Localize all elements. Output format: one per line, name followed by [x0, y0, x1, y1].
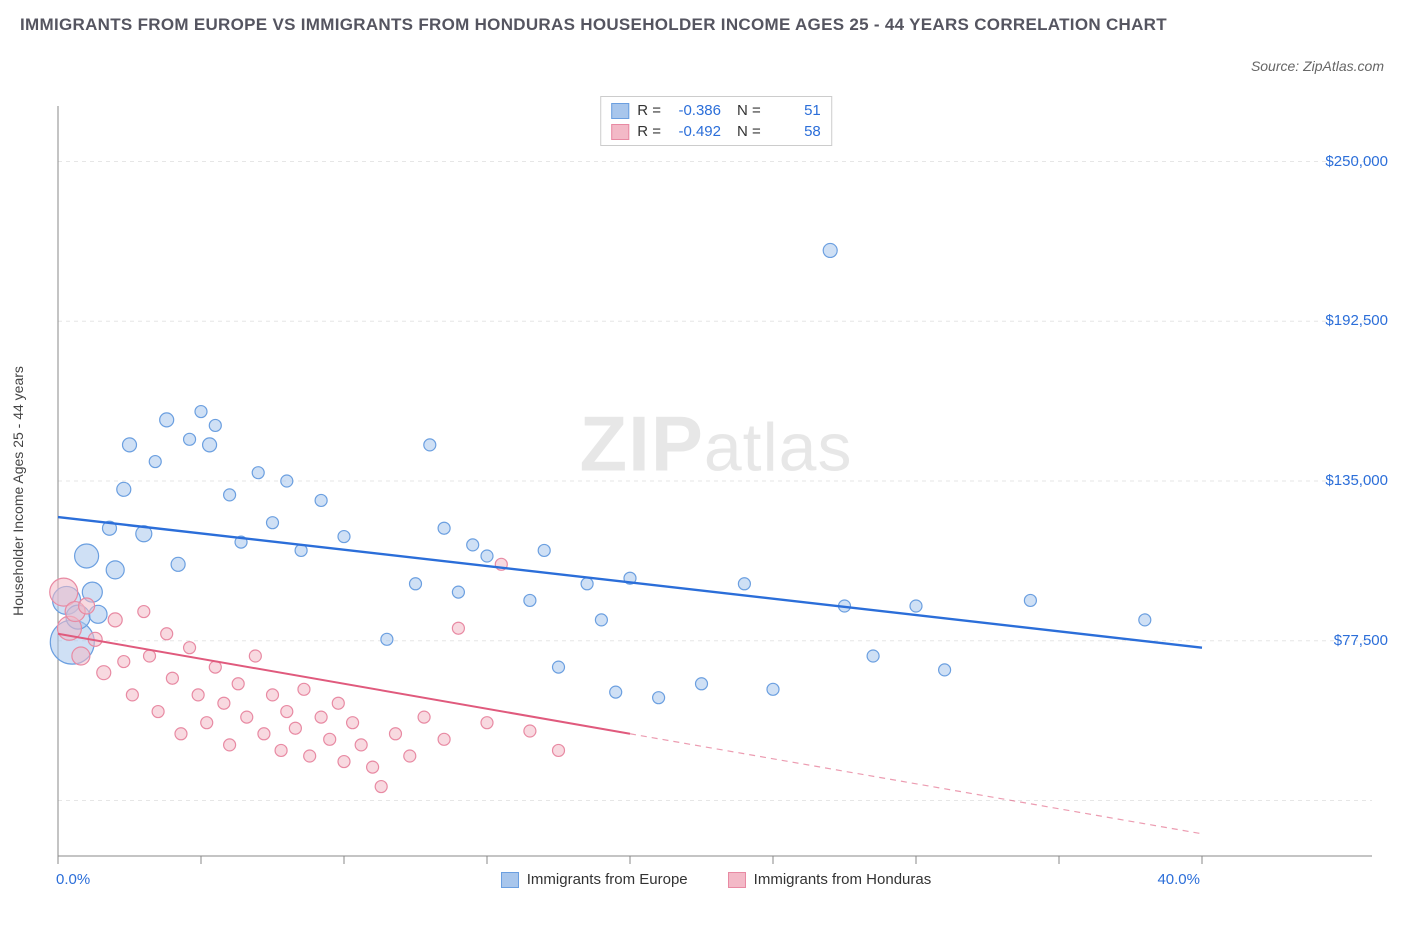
x-tick-max: 40.0% [1157, 871, 1200, 888]
r-value-honduras: -0.492 [673, 121, 721, 142]
legend-swatch-icon [501, 872, 519, 888]
legend-item-honduras: Immigrants from Honduras [728, 871, 932, 888]
y-tick-label: $135,000 [1325, 472, 1388, 489]
y-tick-label: $77,500 [1334, 632, 1388, 649]
n-value-europe: 51 [773, 100, 821, 121]
y-tick-label: $250,000 [1325, 153, 1388, 170]
legend-swatch-icon [728, 872, 746, 888]
plot-area: Householder Income Ages 25 - 44 years ZI… [46, 96, 1386, 886]
correlation-legend: R = -0.386 N = 51 R = -0.492 N = 58 [600, 96, 832, 146]
legend-label: Immigrants from Europe [527, 871, 688, 888]
r-value-europe: -0.386 [673, 100, 721, 121]
legend-label: Immigrants from Honduras [754, 871, 932, 888]
legend-swatch-europe [611, 103, 629, 119]
legend-item-europe: Immigrants from Europe [501, 871, 688, 888]
source-attribution: Source: ZipAtlas.com [1251, 58, 1384, 74]
y-axis-label: Householder Income Ages 25 - 44 years [10, 366, 26, 616]
x-tick-min: 0.0% [56, 871, 90, 888]
scatter-plot-svg [46, 96, 1386, 886]
n-value-honduras: 58 [773, 121, 821, 142]
legend-swatch-honduras [611, 124, 629, 140]
legend-row-honduras: R = -0.492 N = 58 [611, 121, 821, 142]
legend-row-europe: R = -0.386 N = 51 [611, 100, 821, 121]
y-tick-label: $192,500 [1325, 312, 1388, 329]
chart-title: IMMIGRANTS FROM EUROPE VS IMMIGRANTS FRO… [20, 12, 1386, 38]
